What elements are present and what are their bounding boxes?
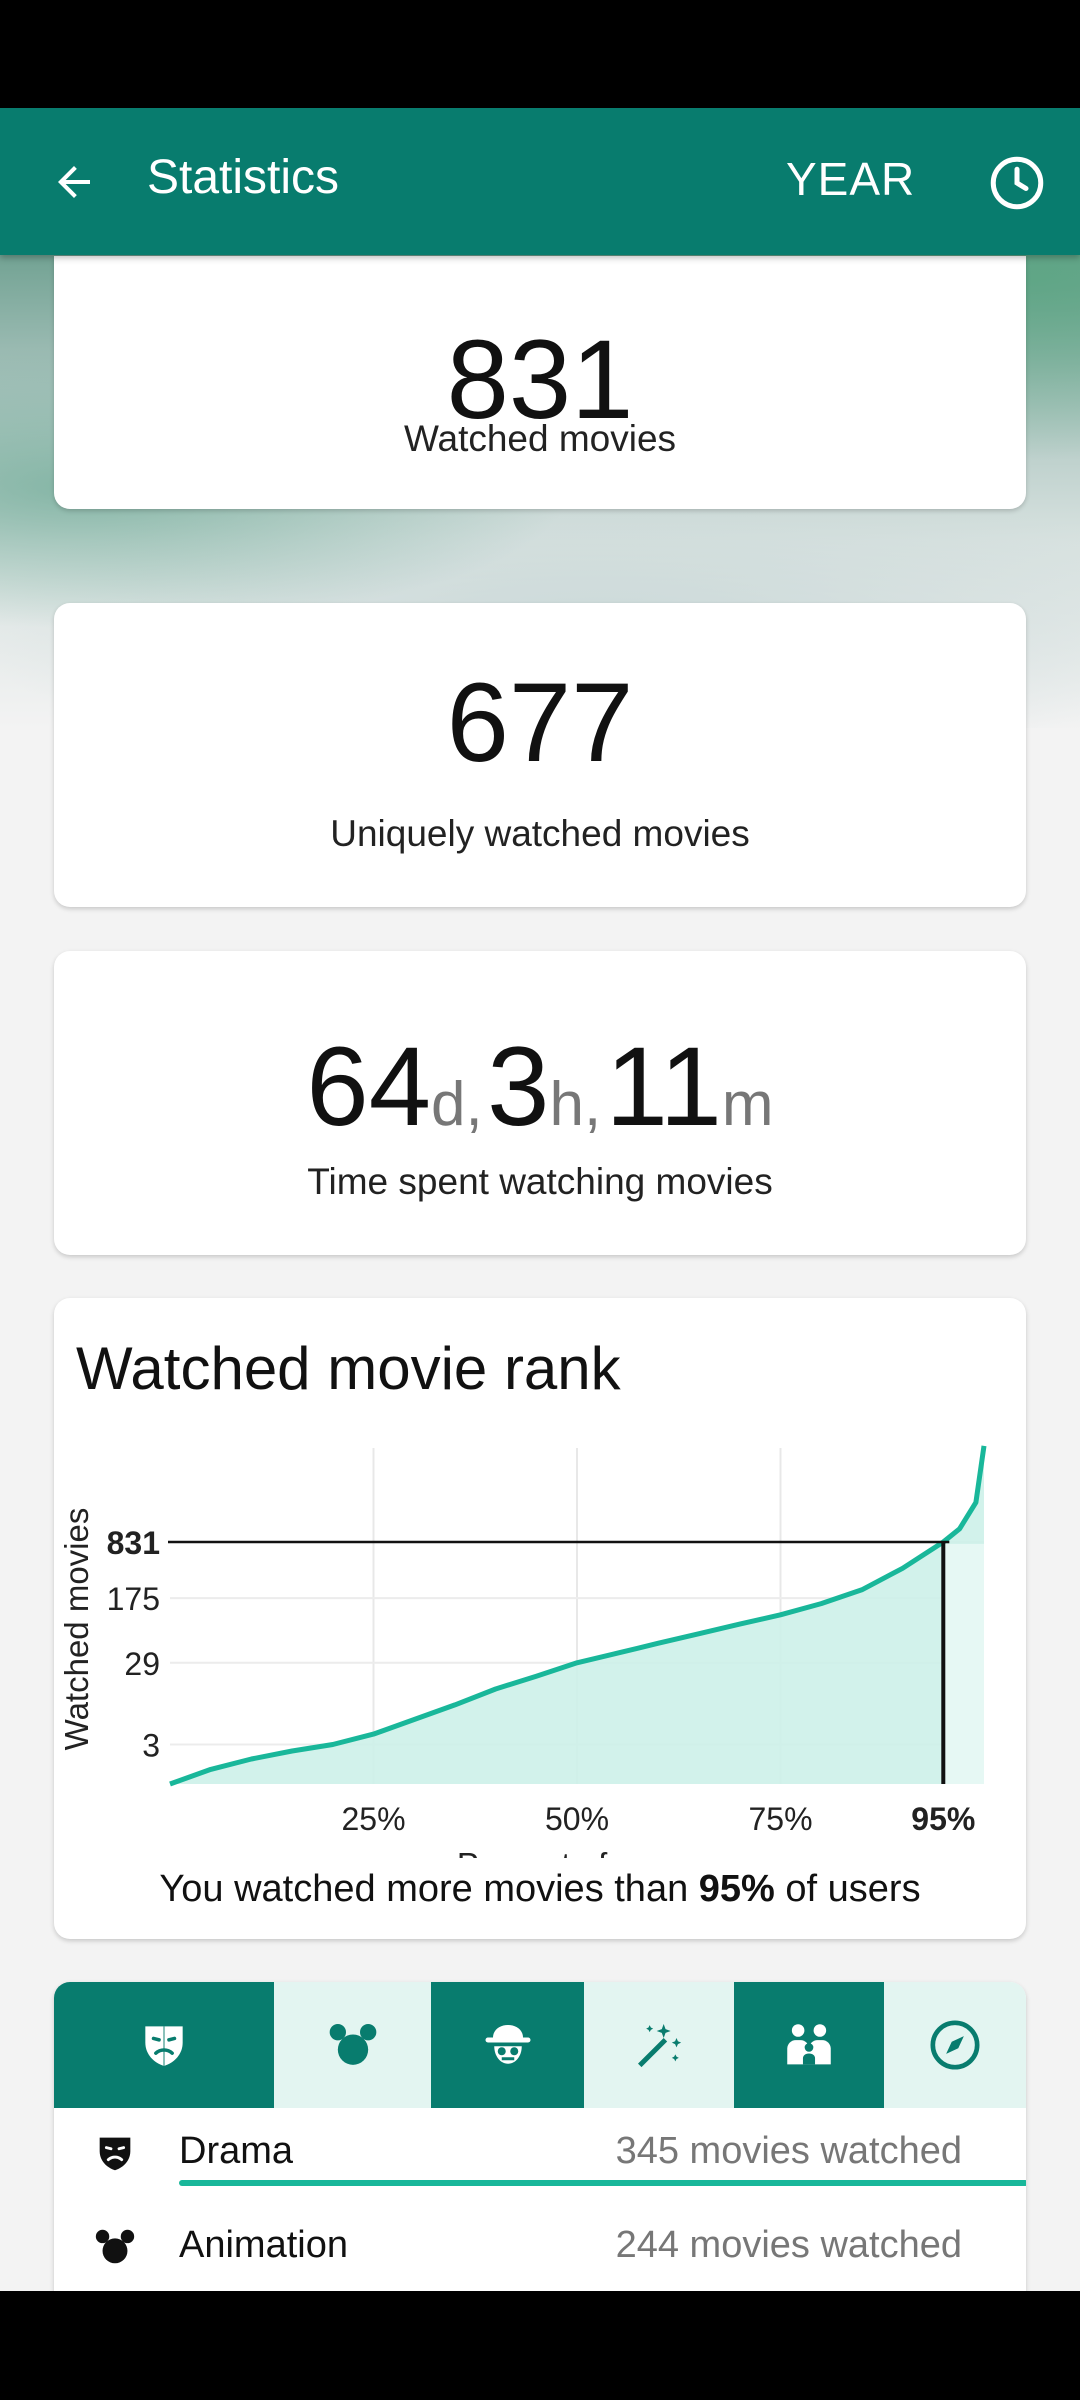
navigation-bar (0, 2291, 1080, 2400)
days-unit: d, (431, 1070, 483, 1139)
tab-adventure[interactable] (884, 1982, 1026, 2108)
y-tick-label: 831 (107, 1525, 160, 1561)
back-button[interactable] (40, 148, 108, 216)
y-tick-label: 29 (124, 1646, 160, 1682)
x-axis-label: Percent of users (457, 1846, 697, 1858)
y-tick-label: 175 (107, 1581, 160, 1617)
page-title: Statistics (147, 151, 340, 204)
watched-movie-rank-card: Watched movie rank 3 29 175 831 25% 50% 75% 95%… (54, 1298, 1026, 1939)
tab-animation[interactable] (274, 1982, 431, 2108)
unique-movies-value: 677 (446, 660, 634, 785)
watched-movies-card: 831 Watched movies (54, 256, 1026, 509)
rank-caption-post: of users (774, 1868, 921, 1910)
genre-name: Animation (179, 2224, 348, 2266)
genre-card: Drama 345 movies watched Animation 244 m… (54, 1982, 1026, 2291)
unique-movies-label: Uniquely watched movies (330, 813, 750, 854)
genre-bar (179, 2180, 1026, 2186)
tab-crime[interactable] (431, 1982, 584, 2108)
status-bar (0, 0, 1080, 108)
tab-fantasy[interactable] (584, 1982, 734, 2108)
area-fill-above-user (943, 1544, 984, 1784)
x-tick-label: 95% (911, 1801, 975, 1837)
genre-count: 345 movies watched (615, 2130, 962, 2172)
rank-title: Watched movie rank (76, 1335, 621, 1402)
time-spent-card: 64d, 3h, 11m Time spent watching movies (54, 951, 1026, 1255)
detective-crime-icon (485, 2025, 530, 2064)
genre-row-animation[interactable]: Animation 244 movies watched (54, 2202, 1026, 2291)
period-year-button[interactable]: YEAR (786, 153, 916, 205)
series-line (169, 1445, 987, 1787)
drama-mask-icon (99, 2137, 131, 2171)
watched-movies-value: 831 (446, 317, 634, 442)
hours-value: 3 (487, 1024, 550, 1149)
rank-chart: 3 29 175 831 25% 50% 75% 95% Percent of users Wat… (58, 1438, 994, 1858)
genre-count: 244 movies watched (615, 2224, 962, 2266)
unique-movies-card: 677 Uniquely watched movies (54, 603, 1026, 907)
statistics-screen: Statistics YEAR 831 Watched movies 677 U… (0, 108, 1080, 2291)
rank-caption-pre: You watched more movies than (159, 1868, 699, 1910)
y-tick-label: 3 (142, 1727, 160, 1763)
y-axis-label: Watched movies (58, 1508, 95, 1751)
rank-caption: You watched more movies than 95% of user… (54, 1868, 1026, 1911)
minutes-unit: m (721, 1070, 774, 1139)
family-icon (787, 2024, 831, 2065)
minutes-value: 11 (605, 1024, 722, 1149)
mickey-animation-icon (95, 2229, 135, 2264)
app-bar: Statistics YEAR (0, 108, 1080, 255)
arrow-left-icon (58, 166, 90, 198)
tab-drama[interactable] (54, 1982, 274, 2108)
area-fill (170, 1445, 984, 1784)
genre-row-drama[interactable]: Drama 345 movies watched (54, 2108, 1026, 2198)
x-tick-label: 50% (545, 1801, 609, 1837)
clock-icon (990, 156, 1044, 210)
watched-movies-label: Watched movies (403, 418, 677, 459)
time-spent-label: Time spent watching movies (307, 1161, 773, 1202)
x-tick-label: 25% (341, 1801, 405, 1837)
days-value: 64 (306, 1024, 431, 1149)
x-tick-label: 75% (748, 1801, 812, 1837)
tab-family[interactable] (734, 1982, 884, 2108)
genre-name: Drama (179, 2130, 294, 2172)
rank-caption-percent: 95% (698, 1868, 775, 1910)
compass-adventure-icon (930, 2020, 980, 2070)
history-button[interactable] (982, 148, 1052, 218)
magic-wand-fantasy-icon (638, 2024, 682, 2068)
mickey-animation-icon (329, 2024, 376, 2065)
time-spent-value: 64d, 3h, 11m (54, 1031, 1026, 1143)
hours-unit: h, (549, 1070, 602, 1139)
genre-tab-bar (54, 1982, 1026, 2108)
drama-mask-icon (145, 2026, 183, 2066)
